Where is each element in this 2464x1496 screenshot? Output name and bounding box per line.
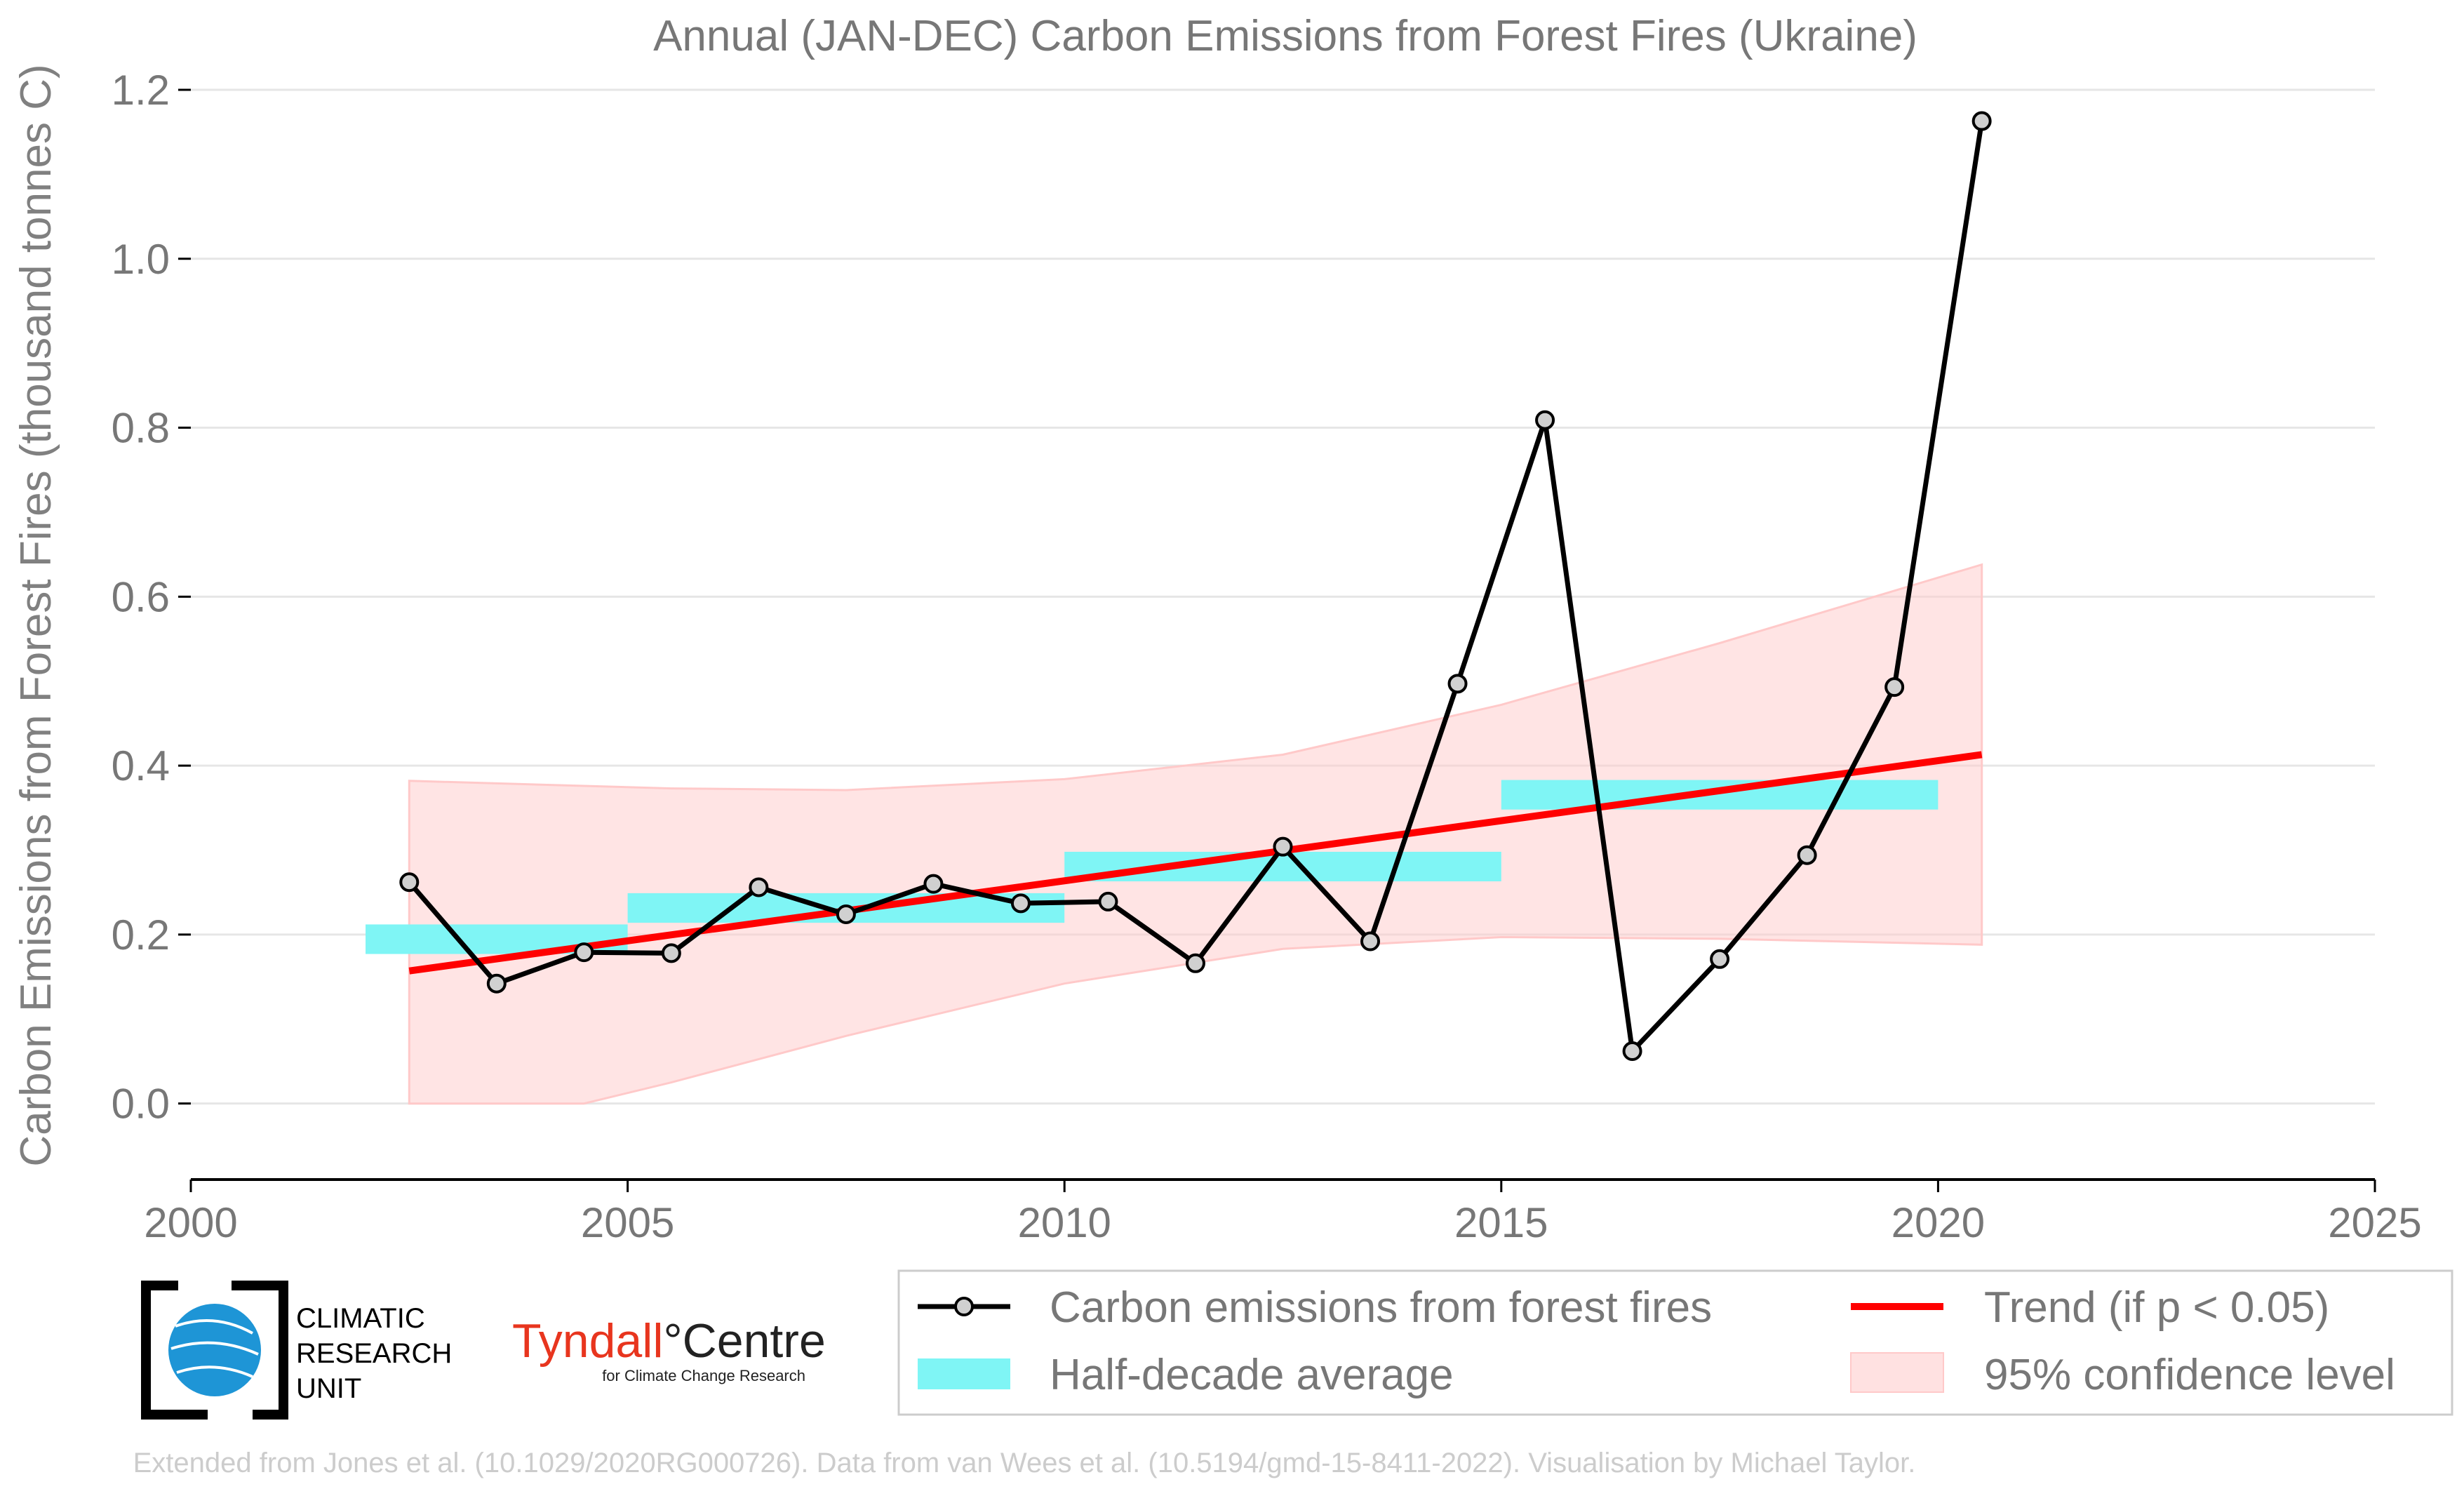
cru-text-line-1: CLIMATIC — [296, 1303, 425, 1334]
confidence-band — [408, 563, 1983, 1105]
tyndall-logo: Tyndall°Centre for Climate Change Resear… — [512, 1314, 826, 1384]
half-decade-bar-3 — [1501, 780, 1939, 810]
legend-confidence-swatch — [1850, 1352, 1944, 1393]
cru-bracket-left — [141, 1281, 208, 1420]
y-tick-label-3: 0.6 — [112, 573, 170, 620]
data-point-12 — [1447, 674, 1468, 694]
data-point-11 — [1360, 931, 1381, 951]
cru-text-line-3: UNIT — [296, 1373, 361, 1404]
legend-average-swatch — [918, 1358, 1010, 1389]
data-point-5 — [836, 904, 856, 924]
cru-logo: CLIMATIC RESEARCH UNIT — [141, 1281, 452, 1420]
data-point-6 — [923, 874, 944, 894]
data-point-16 — [1797, 845, 1817, 865]
tyndall-centre-word: °Centre — [663, 1314, 825, 1368]
data-point-17 — [1884, 677, 1905, 697]
y-tick-label-6: 1.2 — [112, 67, 170, 114]
tyndall-wordmark: Tyndall°Centre — [512, 1314, 826, 1368]
x-tick-label-2: 2010 — [1017, 1199, 1111, 1246]
confidence-band-area — [408, 563, 1983, 1105]
chart-title: Annual (JAN-DEC) Carbon Emissions from F… — [653, 12, 1917, 60]
data-point-14 — [1622, 1041, 1642, 1062]
data-point-3 — [661, 943, 681, 963]
cru-bracket-right — [232, 1281, 288, 1420]
axes: 0.0 0.2 0.4 0.6 0.8 1.0 1.2 2000 2005 2010 2015 202… — [112, 67, 2422, 1246]
legend-label-emissions: Carbon emissions from forest fires — [1050, 1283, 1712, 1332]
tyndall-subtitle: for Climate Change Research — [602, 1367, 805, 1384]
y-tick-label-0: 0.0 — [112, 1081, 170, 1128]
x-tick-label-0: 2000 — [144, 1199, 237, 1246]
emissions-series — [399, 111, 1992, 1062]
y-tick-label-4: 0.8 — [112, 405, 170, 452]
data-point-4 — [749, 877, 769, 897]
cru-globe-lines — [170, 1319, 259, 1378]
data-point-10 — [1273, 836, 1293, 857]
legend-label-confidence: 95% confidence level — [1984, 1351, 2395, 1399]
tyndall-word: Tyndall — [512, 1314, 663, 1368]
y-tick-label-2: 0.4 — [112, 742, 170, 789]
x-tick-label-4: 2020 — [1891, 1199, 1985, 1246]
half-decade-average-bars — [366, 780, 1939, 954]
half-decade-bar-2 — [1064, 851, 1501, 882]
data-point-13 — [1535, 410, 1555, 430]
data-point-0 — [399, 872, 420, 893]
trend-line-segment — [408, 751, 1983, 975]
data-point-7 — [1010, 893, 1031, 914]
data-point-15 — [1710, 949, 1730, 969]
legend: Carbon emissions from forest fires Trend… — [897, 1269, 2453, 1416]
legend-label-average: Half-decade average — [1050, 1351, 1454, 1399]
data-point-18 — [1971, 111, 1992, 131]
data-point-8 — [1098, 891, 1118, 911]
trend-line — [408, 751, 1983, 975]
legend-box — [897, 1269, 2453, 1416]
y-tick-label-1: 0.2 — [112, 911, 170, 959]
y-axis-label: Carbon Emissions from Forest Fires (thou… — [12, 64, 60, 1166]
x-tick-label-5: 2025 — [2328, 1199, 2421, 1246]
data-point-9 — [1185, 953, 1205, 973]
legend-label-trend: Trend (if p < 0.05) — [1984, 1283, 2329, 1332]
x-tick-label-3: 2015 — [1454, 1199, 1548, 1246]
data-point-2 — [574, 942, 594, 963]
legend-marker-swatch — [954, 1297, 974, 1316]
y-tick-label-5: 1.0 — [112, 236, 170, 283]
data-point-1 — [486, 973, 507, 994]
footer-credit: Extended from Jones et al. (10.1029/2020… — [133, 1448, 1916, 1478]
cru-text-line-2: RESEARCH — [296, 1338, 452, 1369]
x-tick-label-1: 2005 — [581, 1199, 674, 1246]
